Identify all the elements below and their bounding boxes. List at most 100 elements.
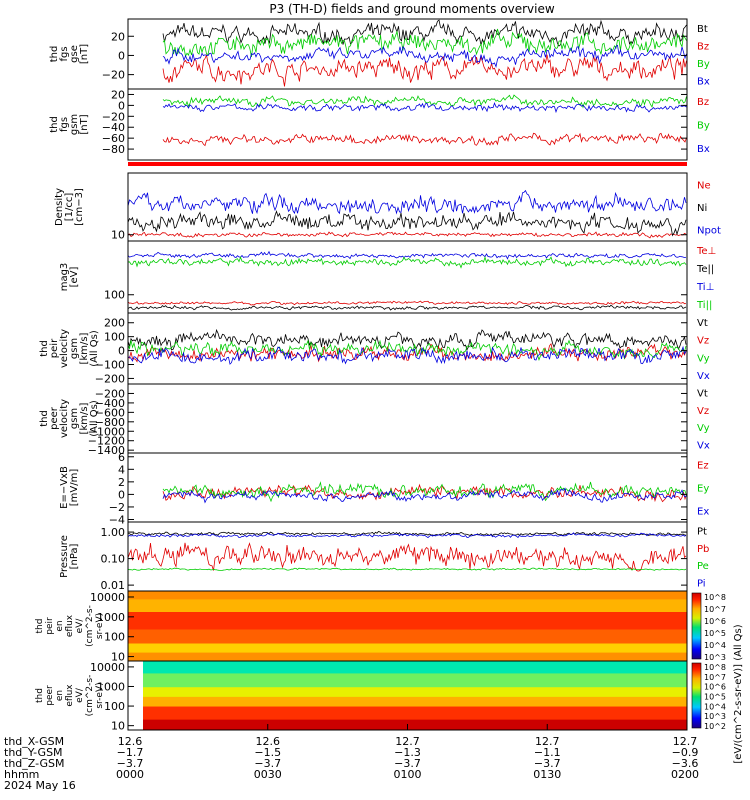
ytick-label: 100 xyxy=(104,331,125,344)
ylabel-line: velocity xyxy=(59,399,70,438)
panel-peer-velocity: −200−400−600−800−1000−1200−1400 thd peer ve… xyxy=(39,383,710,457)
ylabel-line: gsm xyxy=(69,114,80,135)
colorbar-tick: 10^3 xyxy=(704,712,726,721)
ytick-label: 0.10 xyxy=(101,553,126,566)
panel-temperature: 100 mag3 [eV] Te⊥ Te|| Ti⊥ Ti|| xyxy=(59,240,716,314)
xtick-time: 0200 xyxy=(671,768,699,781)
colorbar-tick: 10^6 xyxy=(704,617,726,626)
legend-density-2: Npot xyxy=(697,226,721,237)
ylabel-line: [km/s] xyxy=(79,402,90,434)
ytick-label: 1000 xyxy=(97,611,125,624)
ylabel-line: peer xyxy=(49,406,60,430)
ytick-label: −20 xyxy=(102,69,125,82)
ylabel-line: eflux xyxy=(65,614,75,637)
ytick-label: 4 xyxy=(118,463,125,476)
series-fgs-gse-2 xyxy=(162,28,687,58)
series-density-1 xyxy=(127,210,687,237)
spectrogram-band xyxy=(128,652,687,662)
legend-peer-velocity-3: Vx xyxy=(697,440,710,451)
legend-efield-1: Ey xyxy=(697,484,709,495)
ytick-label: −1400 xyxy=(88,444,125,457)
xaxis-row-label: thd_Z-GSM xyxy=(4,757,64,770)
ylabel-line: Density xyxy=(54,188,65,226)
ylabel-line: sr-eV) xyxy=(95,613,105,639)
series-efield-1 xyxy=(162,481,687,503)
legend-fgs-gse-3: Bx xyxy=(697,76,710,87)
ylabel-line: peer xyxy=(45,685,55,706)
spectrogram-gap xyxy=(128,661,143,730)
series-fgs-gse-3 xyxy=(162,44,687,68)
xtick-gsm-x: 12.7 xyxy=(673,735,698,748)
ylabel-line: gse xyxy=(69,45,80,63)
ylabel-line: [km/s] xyxy=(79,332,90,364)
legend-peir-velocity-3: Vx xyxy=(697,371,710,382)
ytick-label: 10 xyxy=(111,720,125,733)
spectrogram-band xyxy=(128,612,687,630)
legend-density-1: Ni xyxy=(697,203,707,214)
series-fgs-gsm-2 xyxy=(162,102,687,114)
panel-frame xyxy=(127,383,688,454)
panel-pressure: 1.00 0.10 0.01 Pressure [nPa] Pt Pb Pe Pi xyxy=(59,521,709,592)
ylabel-line: en xyxy=(55,690,65,701)
ylabel-line: (All Qs) xyxy=(89,330,100,367)
ytick-label: −1000 xyxy=(88,425,125,438)
xtick-time: 0100 xyxy=(394,768,422,781)
ytick-label: −100 xyxy=(95,359,125,372)
ylabel-line: eV/ xyxy=(75,618,85,634)
ytick-label: −60 xyxy=(102,132,125,145)
ylabel-line: thd xyxy=(49,116,60,133)
series-temperature-2 xyxy=(127,250,687,260)
spectrogram-band xyxy=(128,629,687,644)
xtick-gsm-y: −1.5 xyxy=(254,746,281,759)
legend-efield-0: Ez xyxy=(697,461,709,472)
colorbar-tick: 10^6 xyxy=(704,683,726,692)
colorbar-label: [eV/(cm^2-s-sr-eV)] (All Qs) xyxy=(733,624,744,763)
series-pressure-1 xyxy=(127,542,687,572)
legend-fgs-gse-0: Bt xyxy=(697,24,708,35)
legend-peer-velocity-2: Vy xyxy=(697,423,710,434)
ytick-label: 0 xyxy=(118,49,125,62)
xtick-gsm-z: −3.7 xyxy=(254,757,281,770)
ylabel-line: sr-eV) xyxy=(95,682,105,708)
xtick-gsm-y: −1.3 xyxy=(394,746,421,759)
series-peir-velocity-3 xyxy=(127,345,687,365)
xtick-gsm-y: −1.7 xyxy=(117,746,144,759)
ytick-label: 100 xyxy=(104,289,125,302)
series-pressure-2 xyxy=(127,567,687,571)
ytick-label: 0 xyxy=(118,99,125,112)
ylabel-line: eV/ xyxy=(75,687,85,703)
legend-fgs-gse-1: Bz xyxy=(697,41,709,52)
series-peir-velocity-0 xyxy=(127,328,687,351)
ylabel-line: thd xyxy=(49,46,60,63)
ylabel-line: thd xyxy=(39,340,50,357)
ylabel-line: gsm xyxy=(69,338,80,359)
series-fgs-gse-1 xyxy=(162,53,687,87)
ylabel-line: (cm^2-s- xyxy=(85,675,95,717)
legend-fgs-gsm-1: By xyxy=(697,121,710,132)
spectrogram-band xyxy=(143,687,687,698)
colorbar-tick: 10^8 xyxy=(704,663,726,672)
panel-frame xyxy=(127,88,688,161)
panel-fgs-gsm: 200−20−40−60−80 thd fgs gsm [nT] Bz By Bx xyxy=(49,88,710,161)
xtick-gsm-x: 12.7 xyxy=(535,735,560,748)
series-fgs-gsm-1 xyxy=(162,94,687,109)
legend-fgs-gsm-0: Bz xyxy=(697,97,709,108)
spectrogram-band xyxy=(143,706,687,721)
ytick-label: 0 xyxy=(118,345,125,358)
xtick-gsm-y: −0.9 xyxy=(672,746,699,759)
ylabel-line: gsm xyxy=(69,408,80,429)
colorbar-peir-eflux: 10^8 10^7 10^6 10^5 10^4 10^3 xyxy=(691,592,726,662)
colorbar-tick: 10^8 xyxy=(704,593,726,602)
series-efield-2 xyxy=(162,487,687,504)
xtick-gsm-z: −3.6 xyxy=(672,757,699,770)
ytick-label: 2 xyxy=(118,476,125,489)
ytick-label: 20 xyxy=(111,30,125,43)
colorbar-bar xyxy=(691,662,702,729)
xtick-gsm-z: −3.7 xyxy=(117,757,144,770)
ytick-label: 20 xyxy=(111,88,125,101)
